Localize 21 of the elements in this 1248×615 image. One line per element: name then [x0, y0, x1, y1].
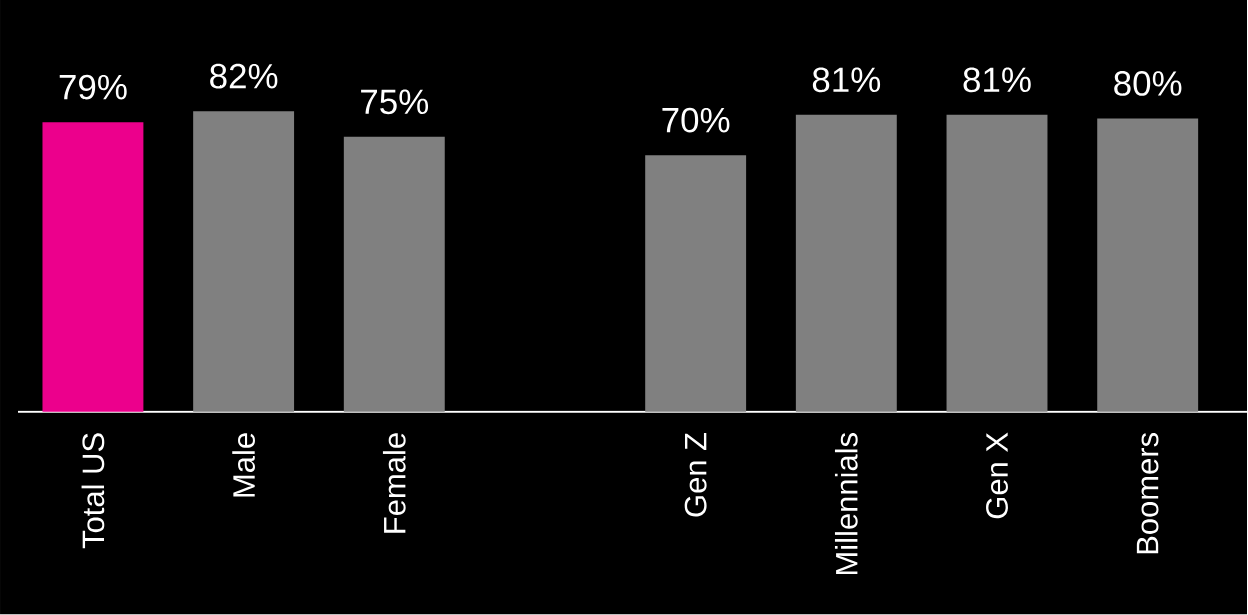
- bar: [1097, 118, 1199, 412]
- bar: [645, 155, 747, 412]
- data-label: 82%: [210, 64, 278, 89]
- data-label: 70%: [662, 107, 730, 133]
- bar: [42, 122, 144, 412]
- x-tick-label: Boomers: [1136, 433, 1159, 554]
- x-tick-label: Male: [232, 433, 255, 497]
- data-label: 81%: [812, 67, 881, 93]
- bar: [343, 137, 445, 412]
- x-tick-label: Gen X: [986, 432, 1008, 519]
- data-label: 75%: [361, 89, 429, 115]
- bar: [193, 111, 295, 412]
- data-label: 80%: [1114, 71, 1182, 97]
- data-label: 79%: [59, 75, 127, 100]
- x-tick-label: Gen Z: [684, 433, 707, 517]
- x-tick-label: Female: [382, 433, 406, 533]
- bar: [946, 115, 1048, 412]
- data-label: 81%: [963, 67, 1031, 93]
- x-tick-label: Total US: [81, 433, 105, 549]
- bar: [795, 115, 897, 412]
- x-tick-label: Millennials: [834, 433, 858, 575]
